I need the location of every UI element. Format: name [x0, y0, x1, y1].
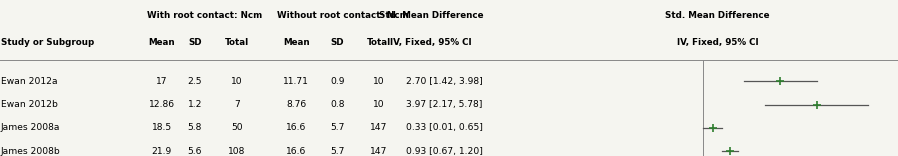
Text: 5.8: 5.8 — [188, 123, 202, 132]
Text: 5.7: 5.7 — [330, 123, 345, 132]
Text: 5.7: 5.7 — [330, 147, 345, 156]
Text: 18.5: 18.5 — [152, 123, 172, 132]
Text: 1.2: 1.2 — [188, 100, 202, 109]
Text: Total: Total — [366, 38, 392, 47]
Text: IV, Fixed, 95% CI: IV, Fixed, 95% CI — [677, 38, 758, 47]
Text: With root contact: Ncm: With root contact: Ncm — [147, 11, 262, 20]
Text: Std. Mean Difference: Std. Mean Difference — [379, 11, 483, 20]
Text: 108: 108 — [228, 147, 246, 156]
Text: Study or Subgroup: Study or Subgroup — [1, 38, 94, 47]
Text: 2.70 [1.42, 3.98]: 2.70 [1.42, 3.98] — [406, 77, 482, 86]
Text: 0.9: 0.9 — [330, 77, 345, 86]
Text: Without root contact: Ncm: Without root contact: Ncm — [277, 11, 409, 20]
Text: 16.6: 16.6 — [286, 147, 306, 156]
Text: 147: 147 — [370, 123, 388, 132]
Text: SD: SD — [330, 38, 345, 47]
Text: Mean: Mean — [148, 38, 175, 47]
Text: 2.5: 2.5 — [188, 77, 202, 86]
Text: 12.86: 12.86 — [148, 100, 175, 109]
Text: Total: Total — [224, 38, 250, 47]
Text: 3.97 [2.17, 5.78]: 3.97 [2.17, 5.78] — [406, 100, 482, 109]
Text: 0.93 [0.67, 1.20]: 0.93 [0.67, 1.20] — [406, 147, 483, 156]
Text: James 2008a: James 2008a — [1, 123, 60, 132]
Text: 0.8: 0.8 — [330, 100, 345, 109]
Text: 7: 7 — [234, 100, 240, 109]
Text: James 2008b: James 2008b — [1, 147, 61, 156]
Text: 147: 147 — [370, 147, 388, 156]
Text: Ewan 2012b: Ewan 2012b — [1, 100, 57, 109]
Text: Std. Mean Difference: Std. Mean Difference — [665, 11, 770, 20]
Text: IV, Fixed, 95% CI: IV, Fixed, 95% CI — [391, 38, 471, 47]
Text: 16.6: 16.6 — [286, 123, 306, 132]
Text: 21.9: 21.9 — [152, 147, 172, 156]
Text: Ewan 2012a: Ewan 2012a — [1, 77, 57, 86]
Text: 10: 10 — [232, 77, 242, 86]
Text: 8.76: 8.76 — [286, 100, 306, 109]
Text: 11.71: 11.71 — [284, 77, 309, 86]
Text: 10: 10 — [374, 100, 384, 109]
Text: SD: SD — [188, 38, 202, 47]
Text: Mean: Mean — [283, 38, 310, 47]
Text: 50: 50 — [232, 123, 242, 132]
Text: 10: 10 — [374, 77, 384, 86]
Text: 17: 17 — [156, 77, 167, 86]
Text: 0.33 [0.01, 0.65]: 0.33 [0.01, 0.65] — [406, 123, 483, 132]
Text: 5.6: 5.6 — [188, 147, 202, 156]
